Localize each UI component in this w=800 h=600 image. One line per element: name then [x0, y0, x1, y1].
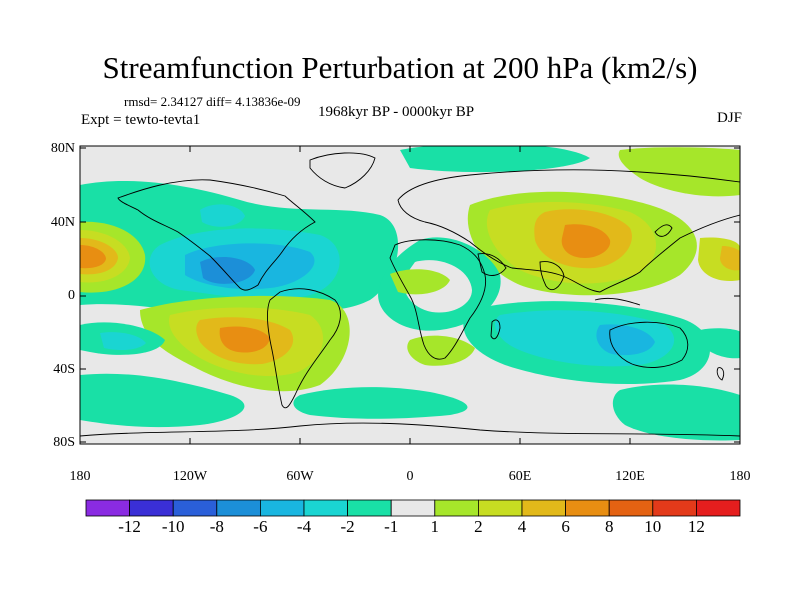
colorbar-swatch [608, 499, 654, 517]
colorbar-swatch [696, 499, 741, 517]
colorbar-swatch [652, 499, 697, 517]
rmsd-diff-stats: rmsd= 2.34127 diff= 4.13836e-09 [124, 94, 301, 109]
coast-arabia [477, 253, 507, 276]
lon-ticks [79, 146, 631, 444]
colorbar-swatch [259, 499, 305, 517]
field-region [219, 326, 270, 353]
coast-indonesia [594, 297, 641, 306]
lat-label-80s: 80S [53, 435, 75, 450]
lon-label-180e: 180 [729, 469, 751, 484]
coast-india [539, 261, 565, 290]
colorbar-tick-label: 6 [561, 517, 570, 536]
colorbar-swatch [477, 499, 523, 517]
lon-label-120e: 120E [615, 469, 645, 484]
field-region [561, 224, 611, 258]
coast-eurasia [397, 169, 740, 293]
lon-label-120w: 120W [172, 469, 208, 484]
coast-south-america [266, 288, 341, 409]
coast-africa [389, 239, 487, 360]
colorbar-tick-label: -10 [161, 517, 185, 536]
colorbar-tick-label: -6 [253, 517, 268, 536]
field-region [720, 246, 740, 271]
colorbar-tick-label: 1 [430, 517, 440, 536]
experiment-label: Expt = tewto-tevta1 [81, 112, 201, 128]
field-region [293, 387, 468, 419]
colorbar-tick-label: 10 [644, 517, 662, 536]
coast-madagascar [490, 319, 501, 340]
colorbar-tick-label: -4 [296, 517, 312, 536]
colorbar-swatch [521, 499, 566, 517]
colorbar-tick-label: 8 [604, 517, 614, 536]
shaded-field [80, 146, 740, 441]
colorbar-tick-label: 4 [517, 517, 527, 536]
field-region [80, 245, 106, 269]
colorbar-swatch [216, 499, 261, 517]
colorbar-swatch [347, 499, 392, 517]
colorbar-swatch [129, 499, 174, 517]
field-region [200, 204, 245, 227]
colorbar-swatch [565, 499, 610, 517]
lat-label-0: 0 [68, 288, 75, 303]
colorbar-tick-label: 12 [687, 517, 705, 536]
colorbar-tick-label: -12 [118, 517, 141, 536]
field-region [80, 373, 245, 428]
field-region [612, 384, 740, 441]
coast-australia [609, 321, 689, 368]
coast-japan [654, 224, 673, 237]
field-region [596, 324, 655, 356]
lat-label-80n: 80N [50, 141, 75, 156]
colorbar-swatch [434, 499, 479, 517]
field-region [700, 328, 740, 359]
coast-antarctica [80, 422, 740, 437]
colorbar-swatch [303, 499, 348, 517]
coast-new-zealand [716, 367, 725, 381]
lat-label-40s: 40S [53, 362, 75, 377]
colorbar-tick-label: -8 [209, 517, 224, 536]
lat-label-40n: 40N [50, 215, 75, 230]
period-label: 1968kyr BP - 0000kyr BP [318, 104, 475, 120]
field-region [200, 256, 255, 284]
coastlines [80, 152, 740, 437]
coast-north-america [117, 179, 316, 291]
field-region [100, 332, 146, 351]
lon-label-180w: 180 [69, 469, 91, 484]
season-label: DJF [716, 110, 742, 126]
coast-greenland [309, 152, 376, 189]
colorbar-tick-label: 2 [474, 517, 483, 536]
colorbar-tick-label: -1 [384, 517, 399, 536]
lon-label-60e: 60E [508, 469, 532, 484]
colorbar-swatch [172, 499, 218, 517]
colorbar-swatch [390, 499, 436, 517]
field-region [407, 335, 475, 366]
colorbar-tick-label: -2 [340, 517, 355, 536]
lat-ticks [80, 147, 740, 443]
plot-title: Streamfunction Perturbation at 200 hPa (… [102, 50, 698, 85]
field-region [400, 146, 590, 173]
field-region [618, 147, 740, 197]
colorbar-swatch [85, 499, 130, 517]
lon-label-60w: 60W [286, 469, 314, 484]
lon-label-0: 0 [406, 469, 414, 484]
